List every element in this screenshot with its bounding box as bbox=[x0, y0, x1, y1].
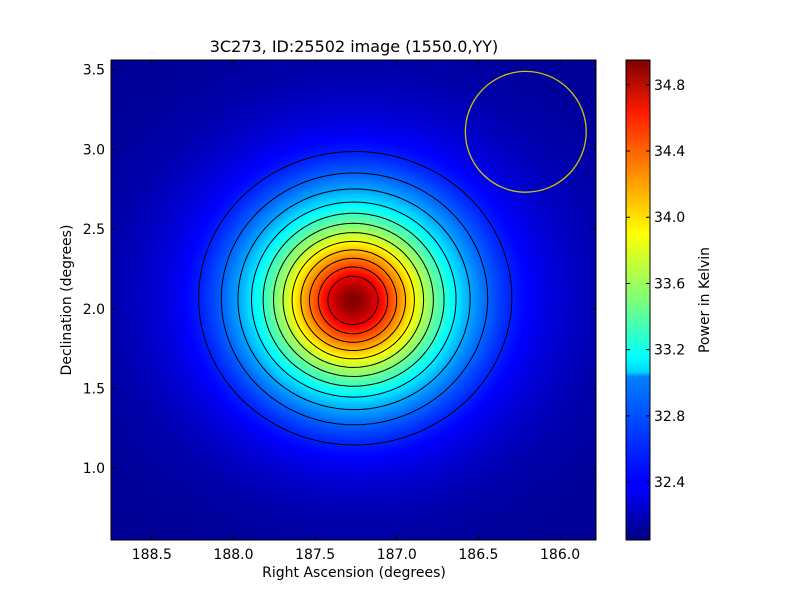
x-axis-label: Right Ascension (degrees) bbox=[262, 565, 446, 581]
colorbar-tick-label: 33.6 bbox=[654, 276, 685, 292]
x-tick-label: 188.5 bbox=[132, 547, 172, 563]
contour-line bbox=[251, 201, 457, 398]
colorbar-frame bbox=[625, 59, 651, 541]
colorbar-tick-label: 34.4 bbox=[654, 144, 685, 160]
colorbar-ticks: 32.4 32.8 33.2 33.6 34.0 34.4 34.8 bbox=[626, 78, 685, 491]
contour-line bbox=[198, 151, 513, 446]
y-tick-label: 2.0 bbox=[83, 302, 105, 318]
plot-area bbox=[111, 60, 596, 540]
contour-line bbox=[220, 172, 489, 426]
y-tick-label: 3.5 bbox=[83, 63, 105, 79]
colorbar-tick-label: 32.8 bbox=[654, 409, 685, 425]
y-tick-label: 3.0 bbox=[83, 142, 105, 158]
contour-line bbox=[327, 275, 379, 326]
contour-line bbox=[273, 222, 434, 377]
colorbar-tick-label: 34.8 bbox=[654, 78, 685, 94]
contour-line bbox=[282, 232, 425, 368]
x-tick-label: 187.0 bbox=[377, 547, 417, 563]
colorbar-tick-label: 34.0 bbox=[654, 210, 685, 226]
colorbar-gradient bbox=[626, 60, 650, 540]
x-tick-label: 186.0 bbox=[540, 547, 580, 563]
contour-line bbox=[291, 240, 415, 360]
x-tick-label: 187.5 bbox=[295, 547, 335, 563]
contour-line bbox=[309, 257, 398, 343]
plot-frame bbox=[110, 59, 597, 541]
y-tick-label: 2.5 bbox=[83, 222, 105, 238]
colorbar: 32.4 32.8 33.2 33.6 34.0 34.4 34.8 Power in Ke… bbox=[625, 59, 713, 541]
x-tick-label: 186.5 bbox=[458, 547, 498, 563]
contour-line bbox=[317, 266, 389, 335]
y-axis-label: Declination (degrees) bbox=[59, 225, 75, 376]
contour-lines bbox=[198, 151, 513, 446]
y-axis: 1.0 1.5 2.0 2.5 3.0 3.5 bbox=[83, 63, 596, 477]
colorbar-tick-label: 33.2 bbox=[654, 343, 685, 359]
x-axis: 188.5 188.0 187.5 187.0 186.5 186.0 bbox=[132, 60, 580, 563]
colorbar-tick-label: 32.4 bbox=[654, 475, 685, 491]
colorbar-label: Power in Kelvin bbox=[697, 247, 713, 353]
beam-circle bbox=[464, 70, 587, 193]
chart-title: 3C273, ID:25502 image (1550.0,YY) bbox=[210, 37, 499, 56]
x-tick-label: 188.0 bbox=[213, 547, 253, 563]
contour-line bbox=[300, 249, 406, 351]
y-tick-label: 1.5 bbox=[83, 382, 105, 398]
heatmap-image bbox=[111, 60, 596, 540]
contour-line bbox=[262, 212, 445, 387]
contour-line bbox=[237, 188, 471, 411]
y-tick-label: 1.0 bbox=[83, 461, 105, 477]
